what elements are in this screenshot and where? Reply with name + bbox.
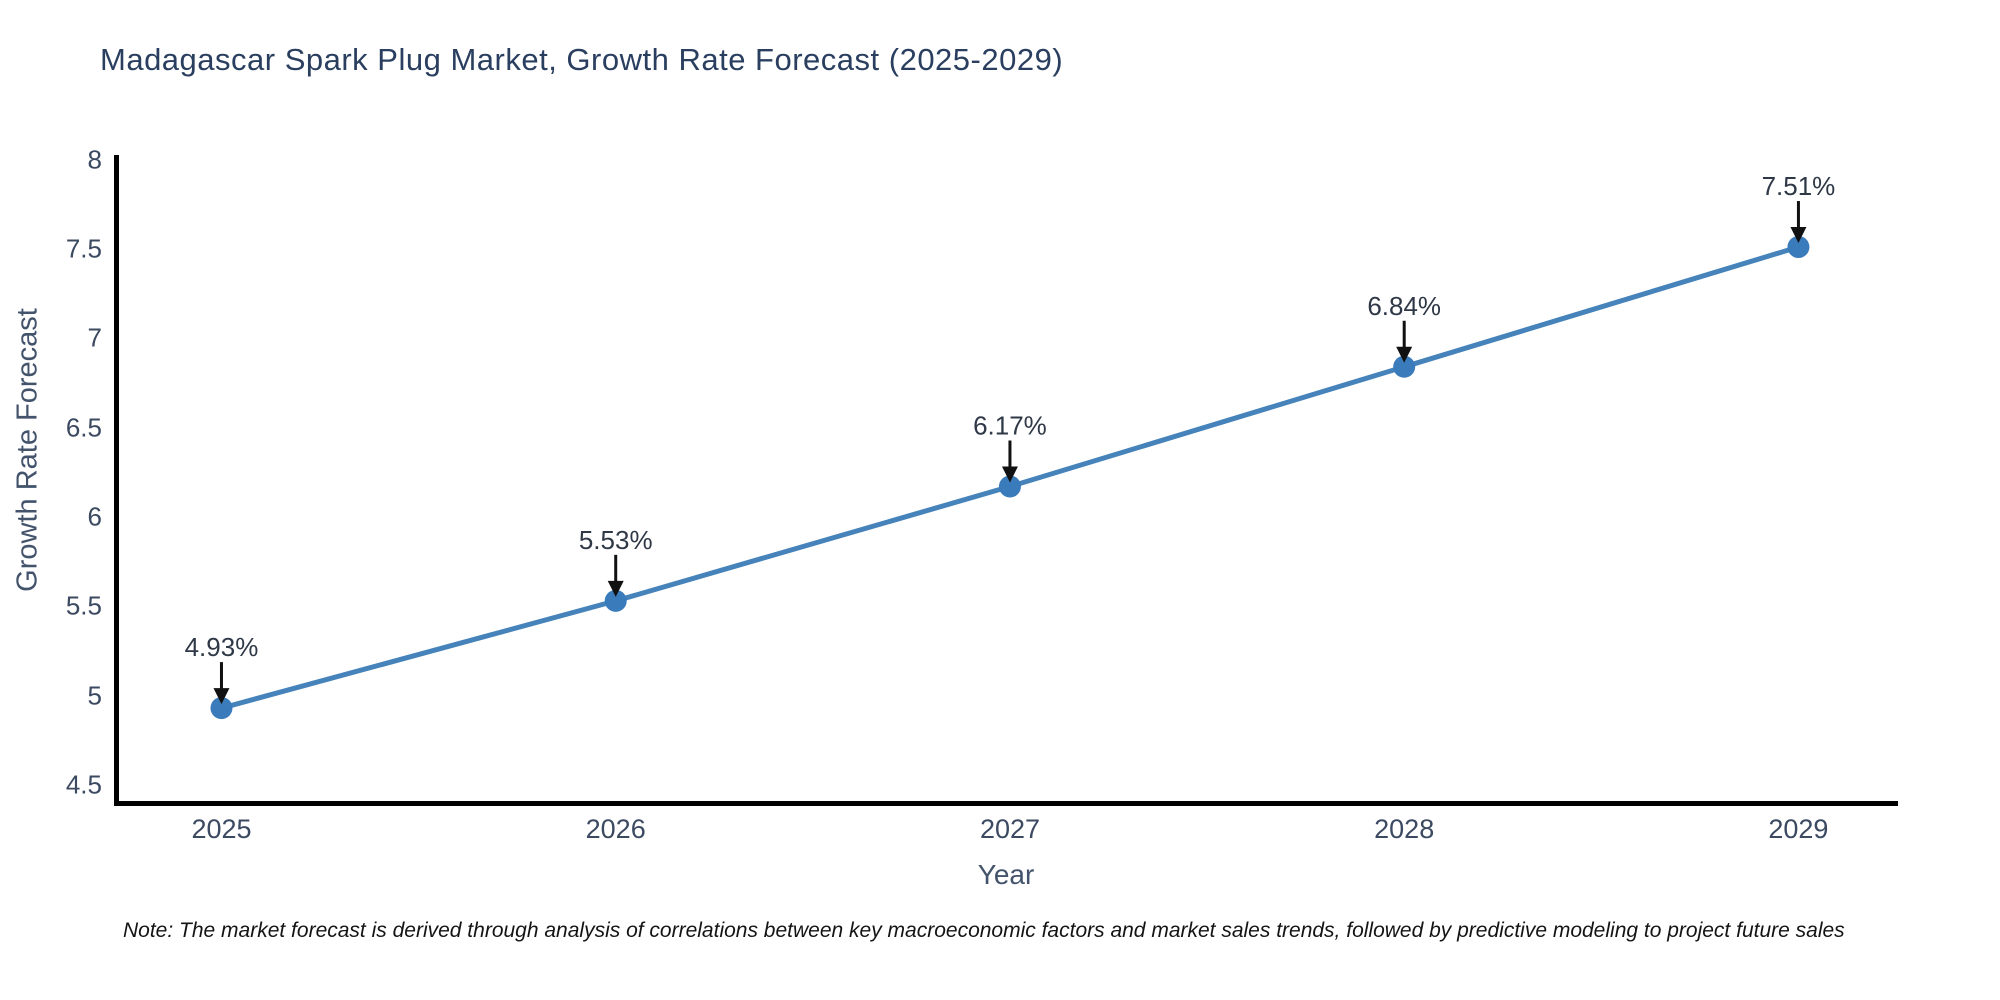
y-tick-label: 5.5 bbox=[65, 590, 102, 621]
data-point-marker bbox=[604, 589, 627, 612]
x-tick-label: 2028 bbox=[1374, 814, 1435, 844]
data-point-marker bbox=[1787, 236, 1810, 259]
x-axis-title: Year bbox=[977, 859, 1035, 890]
data-point-label: 6.84% bbox=[1367, 291, 1441, 321]
x-tick-label: 2029 bbox=[1768, 814, 1829, 844]
annotation-arrow-head bbox=[607, 580, 624, 597]
y-tick-label: 6.5 bbox=[65, 412, 102, 442]
y-tick-label: 5 bbox=[87, 680, 102, 711]
data-point-label: 5.53% bbox=[579, 525, 653, 555]
y-tick-label: 8 bbox=[87, 144, 102, 174]
data-point-label: 6.17% bbox=[973, 410, 1047, 440]
plot-area: 4.93% 5.53% 6.17% 6.84% 7.51% 4.5 5 5.5 6 6.5 7 7.… bbox=[66, 144, 1898, 844]
annotation-arrow-head bbox=[213, 688, 230, 705]
annotation-arrow-head bbox=[1001, 466, 1018, 483]
footnote: Note: The market forecast is derived thr… bbox=[123, 919, 1845, 942]
y-axis-title: Growth Rate Forecast bbox=[11, 308, 44, 592]
y-tick-label: 7.5 bbox=[65, 233, 102, 264]
data-point-marker bbox=[1393, 355, 1416, 378]
chart-title: Madagascar Spark Plug Market, Growth Rat… bbox=[100, 42, 1064, 77]
x-tick-label: 2026 bbox=[585, 814, 646, 844]
data-point-marker bbox=[210, 697, 233, 720]
data-point-marker bbox=[998, 475, 1021, 498]
data-point-label: 4.93% bbox=[185, 632, 259, 662]
growth-rate-line-chart: 4.93% 5.53% 6.17% 6.84% 7.51% bbox=[185, 171, 1836, 720]
y-tick-label: 6 bbox=[87, 501, 102, 532]
data-point-label: 7.51% bbox=[1762, 171, 1836, 201]
y-axis-line bbox=[114, 155, 119, 806]
x-axis-line bbox=[114, 801, 1898, 806]
annotation-arrow-head bbox=[1790, 227, 1807, 244]
x-tick-label: 2027 bbox=[979, 814, 1041, 844]
x-tick-label: 2025 bbox=[191, 814, 252, 844]
y-tick-label: 4.5 bbox=[65, 769, 102, 800]
y-tick-label: 7 bbox=[87, 322, 102, 353]
annotation-arrow-head bbox=[1396, 346, 1413, 363]
